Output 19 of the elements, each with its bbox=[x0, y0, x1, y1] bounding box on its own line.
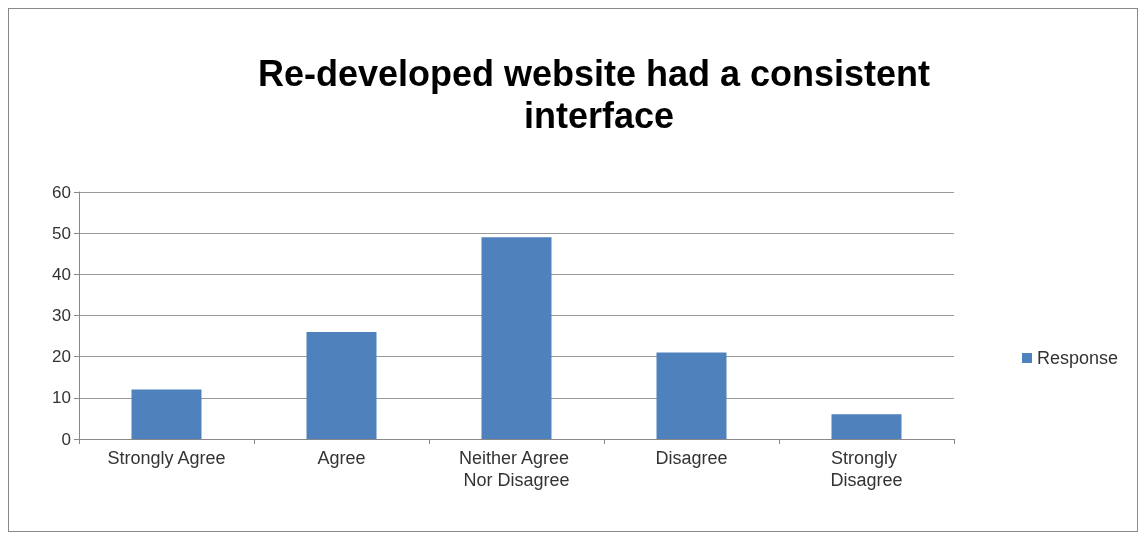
y-tick-label: 40 bbox=[52, 264, 71, 284]
y-tick-label: 0 bbox=[61, 429, 71, 449]
y-tick-label: 60 bbox=[52, 182, 71, 202]
y-tick-label: 30 bbox=[52, 306, 71, 325]
y-tick-label: 10 bbox=[52, 388, 71, 408]
bar bbox=[831, 414, 902, 439]
bar bbox=[306, 331, 377, 439]
y-tick-label: 20 bbox=[52, 347, 71, 367]
bar bbox=[131, 389, 202, 439]
legend-label: Response bbox=[1037, 348, 1119, 368]
x-tick-label: Disagree bbox=[655, 448, 728, 468]
x-tick-label: Strongly Disagree bbox=[830, 448, 903, 490]
y-tick-label: 50 bbox=[52, 223, 71, 243]
x-tick-label: Agree bbox=[317, 448, 366, 468]
bar bbox=[481, 237, 552, 439]
chart-title: Re-developed website had a consistent interface bbox=[257, 52, 941, 136]
x-tick-label: Neither Agree Nor Disagree bbox=[458, 448, 575, 490]
x-tick-label: Strongly Agree bbox=[107, 448, 226, 468]
bar bbox=[656, 352, 727, 439]
